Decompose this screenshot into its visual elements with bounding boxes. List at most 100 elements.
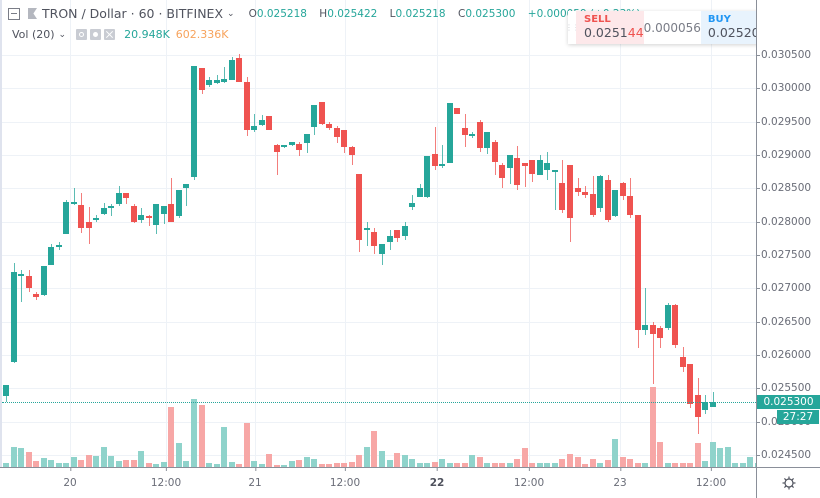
volume-bar [56,463,62,467]
ohlc-close: C0.025300 [457,7,516,20]
grid-line [2,88,756,89]
candle-body [402,226,408,237]
close-icon[interactable] [104,29,116,40]
volume-bar [183,461,189,467]
eye-icon[interactable] [76,29,88,40]
chevron-down-icon[interactable]: ⌄ [227,8,235,19]
price-label: 0.029000 [756,149,812,161]
grid-line [2,322,756,323]
volume-bar [695,443,701,467]
last-price-line [2,401,756,403]
candle-wick [367,221,368,247]
volume-bar [484,463,490,467]
grid-line [2,388,756,389]
volume-bar [447,463,453,467]
candle-body [138,215,144,220]
candle-wick [510,155,511,184]
grid-line [345,0,346,467]
candle-body [93,218,99,221]
candle-body [176,190,182,217]
candle-body [183,183,189,189]
candle-body [108,206,114,209]
volume-bar [356,455,362,467]
sell-price: 0.025144 [584,25,644,40]
candle-body [168,204,174,222]
volume-bar [371,431,377,467]
price-axis[interactable]: 0.030500 0.030000 0.029500 0.029000 0.028500… [756,0,820,467]
chevron-down-icon[interactable]: ⌄ [58,29,67,40]
buy-label: BUY [707,14,731,25]
volume-title[interactable]: Vol (20) [12,28,55,41]
volume-bar [672,463,678,467]
time-label: 12:00 [329,468,361,489]
volume-bar [41,458,47,467]
volume-bar [334,463,340,467]
volume-bar [311,459,317,467]
candle-wick [435,127,436,170]
volume-bar [221,427,227,467]
time-axis[interactable]: 20 12:00 21 12:00 22 12:00 23 12:00 [0,467,756,498]
candle-body [597,176,603,209]
candle-body [567,165,573,219]
gear-icon[interactable] [90,29,102,40]
volume-bar [432,462,438,467]
symbol-legend: TRON / Dollar · 60 · BITFINEX ⌄ O0.02521… [8,6,640,21]
time-label: 22 [429,468,445,489]
volume-bar [740,463,746,467]
settings-button[interactable] [756,467,820,498]
volume-bar [552,463,558,467]
volume-bar [687,463,693,467]
price-label: 0.027500 [756,249,812,261]
candle-body [289,141,295,145]
volume-bar [191,399,197,467]
candle-body [319,101,325,124]
candle-body [635,215,641,331]
candle-body [499,165,505,179]
grid-line [2,355,756,356]
candle-body [394,229,400,239]
volume-bar [289,461,295,467]
time-label: 12:00 [695,468,727,489]
candle-body [650,325,656,334]
candle-body [379,243,385,254]
volume-bar [266,454,272,467]
candle-body [544,163,550,170]
volume-bar [702,461,708,467]
volume-bar [123,460,129,467]
sell-button[interactable]: SELL 0.025144 [576,11,644,44]
volume-bar [620,457,626,467]
candle-wick [21,269,22,302]
candle-body [559,183,565,211]
volume-bar [101,447,107,467]
volume-bar [590,459,596,467]
candle-wick [126,193,127,204]
candle-wick [217,75,218,84]
candle-wick [254,113,255,132]
volume-bar [650,387,656,467]
grid-line [2,288,756,289]
volume-bar [326,464,332,467]
time-label: 21 [248,468,262,489]
volume-bar [657,442,663,467]
candle-body [575,188,581,192]
candle-body [244,81,250,131]
time-label: 20 [63,468,77,489]
price-pane[interactable] [2,0,756,467]
candle-body [146,216,152,219]
candle-wick [412,195,413,210]
left-edge [0,0,2,497]
volume-bar [341,463,347,467]
volume-bar [236,464,242,467]
volume-bar [206,463,212,467]
volume-bar [635,463,641,467]
volume-bar [559,459,565,467]
collapse-icon[interactable] [8,7,20,20]
candle-wick [224,67,225,83]
candle-body [710,401,716,407]
candle-body [206,80,212,85]
volume-bar [522,448,528,467]
symbol-title[interactable]: TRON / Dollar · 60 · BITFINEX [42,6,224,21]
price-label: 0.030500 [756,49,812,61]
candle-body [409,203,415,207]
drag-handle-icon[interactable]: ⋮⋮ [565,23,580,32]
